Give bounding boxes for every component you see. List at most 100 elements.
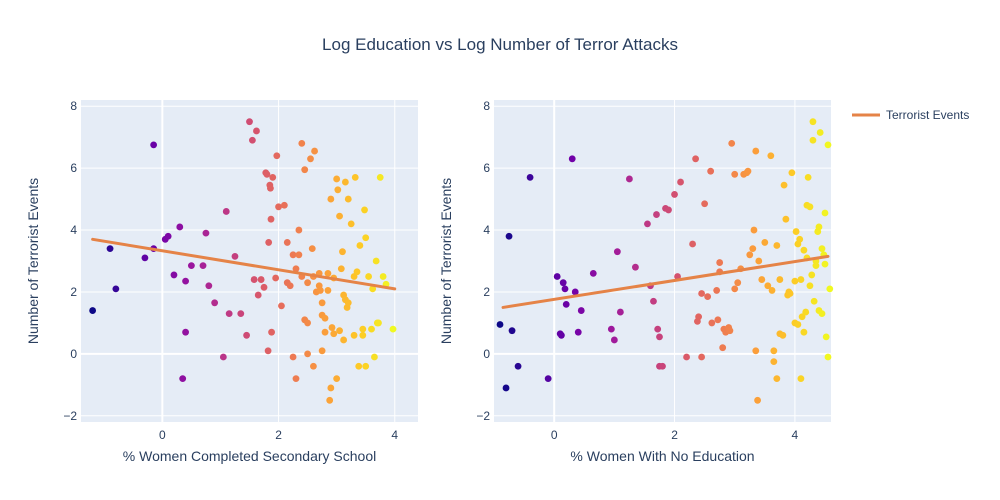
scatter-point[interactable] (356, 242, 364, 249)
scatter-point[interactable] (798, 313, 806, 321)
scatter-point[interactable] (761, 239, 769, 246)
scatter-point[interactable] (361, 206, 368, 214)
scatter-point[interactable] (231, 252, 239, 260)
scatter-point[interactable] (295, 251, 303, 259)
scatter-point[interactable] (318, 347, 326, 355)
scatter-point[interactable] (289, 353, 297, 361)
scatter-point[interactable] (353, 268, 361, 276)
scatter-point[interactable] (758, 276, 766, 283)
scatter-point[interactable] (719, 344, 727, 352)
scatter-point[interactable] (164, 232, 172, 240)
scatter-point[interactable] (704, 293, 712, 301)
scatter-point[interactable] (304, 319, 312, 327)
scatter-point[interactable] (553, 273, 561, 280)
scatter-point[interactable] (683, 353, 690, 361)
scatter-point[interactable] (205, 282, 213, 290)
scatter-point[interactable] (502, 384, 510, 392)
scatter-point[interactable] (674, 273, 681, 280)
scatter-point[interactable] (816, 129, 824, 136)
scatter-point[interactable] (806, 203, 814, 211)
scatter-point[interactable] (824, 141, 832, 149)
scatter-point[interactable] (268, 328, 275, 336)
scatter-point[interactable] (225, 310, 233, 318)
scatter-point[interactable] (800, 328, 808, 336)
scatter-point[interactable] (754, 396, 761, 404)
scatter-point[interactable] (713, 287, 721, 294)
scatter-point[interactable] (286, 282, 294, 290)
scatter-point[interactable] (316, 287, 324, 294)
scatter-point[interactable] (746, 251, 754, 259)
scatter-point[interactable] (571, 288, 579, 296)
scatter-point[interactable] (389, 325, 397, 333)
scatter-point[interactable] (544, 375, 552, 383)
scatter-point[interactable] (176, 223, 184, 231)
scatter-point[interactable] (372, 257, 380, 265)
scatter-point[interactable] (692, 155, 699, 163)
scatter-point[interactable] (656, 333, 663, 341)
scatter-point[interactable] (202, 229, 210, 237)
scatter-point[interactable] (336, 212, 343, 220)
scatter-point[interactable] (728, 139, 736, 147)
scatter-point[interactable] (779, 331, 787, 339)
scatter-point[interactable] (665, 206, 672, 214)
scatter-point[interactable] (818, 310, 826, 318)
scatter-point[interactable] (263, 170, 271, 178)
scatter-point[interactable] (292, 265, 300, 273)
scatter-point[interactable] (804, 174, 812, 181)
scatter-point[interactable] (272, 274, 280, 282)
scatter-point[interactable] (222, 208, 230, 215)
scatter-point[interactable] (698, 290, 706, 297)
scatter-point[interactable] (671, 191, 678, 198)
trendline[interactable] (91, 237, 397, 291)
scatter-point[interactable] (260, 283, 268, 291)
scatter-point[interactable] (355, 362, 363, 370)
scatter-point[interactable] (764, 282, 772, 290)
scatter-point[interactable] (249, 136, 256, 144)
scatter-point[interactable] (695, 313, 703, 321)
scatter-point[interactable] (187, 262, 195, 270)
scatter-point[interactable] (788, 169, 796, 177)
scatter-point[interactable] (307, 155, 314, 163)
scatter-point[interactable] (112, 285, 120, 293)
scatter-point[interactable] (786, 290, 794, 297)
scatter-point[interactable] (802, 308, 810, 316)
scatter-point[interactable] (514, 362, 522, 370)
scatter-point[interactable] (689, 240, 696, 248)
scatter-point[interactable] (326, 396, 334, 404)
scatter-point[interactable] (379, 273, 387, 280)
scatter-point[interactable] (744, 167, 752, 175)
scatter-point[interactable] (337, 265, 345, 273)
scatter-point[interactable] (577, 307, 585, 314)
scatter-point[interactable] (726, 327, 734, 335)
scatter-point[interactable] (150, 141, 158, 149)
scatter-point[interactable] (508, 327, 516, 335)
scatter-point[interactable] (275, 203, 282, 211)
scatter-point[interactable] (810, 297, 818, 305)
scatter-point[interactable] (243, 331, 250, 339)
scatter-point[interactable] (334, 186, 342, 194)
scatter-point[interactable] (797, 375, 805, 383)
scatter-point[interactable] (375, 319, 382, 327)
scatter-point[interactable] (496, 321, 504, 328)
scatter-point[interactable] (359, 331, 367, 339)
scatter-point[interactable] (182, 328, 189, 336)
scatter-point[interactable] (324, 269, 332, 277)
scatter-point[interactable] (616, 308, 624, 316)
scatter-point[interactable] (806, 282, 814, 290)
scatter-point[interactable] (607, 325, 615, 333)
scatter-point[interactable] (821, 209, 829, 217)
scatter-point[interactable] (327, 195, 335, 203)
scatter-point[interactable] (701, 200, 709, 208)
scatter-point[interactable] (794, 321, 802, 328)
scatter-point[interactable] (371, 353, 378, 361)
scatter-point[interactable] (808, 271, 816, 279)
scatter-point[interactable] (562, 300, 570, 308)
scatter-point[interactable] (826, 285, 834, 293)
scatter-point[interactable] (333, 175, 341, 183)
scatter-point[interactable] (289, 251, 297, 259)
scatter-point[interactable] (559, 279, 567, 287)
scatter-point[interactable] (812, 262, 820, 270)
scatter-point[interactable] (708, 319, 716, 327)
scatter-point[interactable] (264, 347, 272, 355)
scatter-point[interactable] (318, 299, 326, 307)
